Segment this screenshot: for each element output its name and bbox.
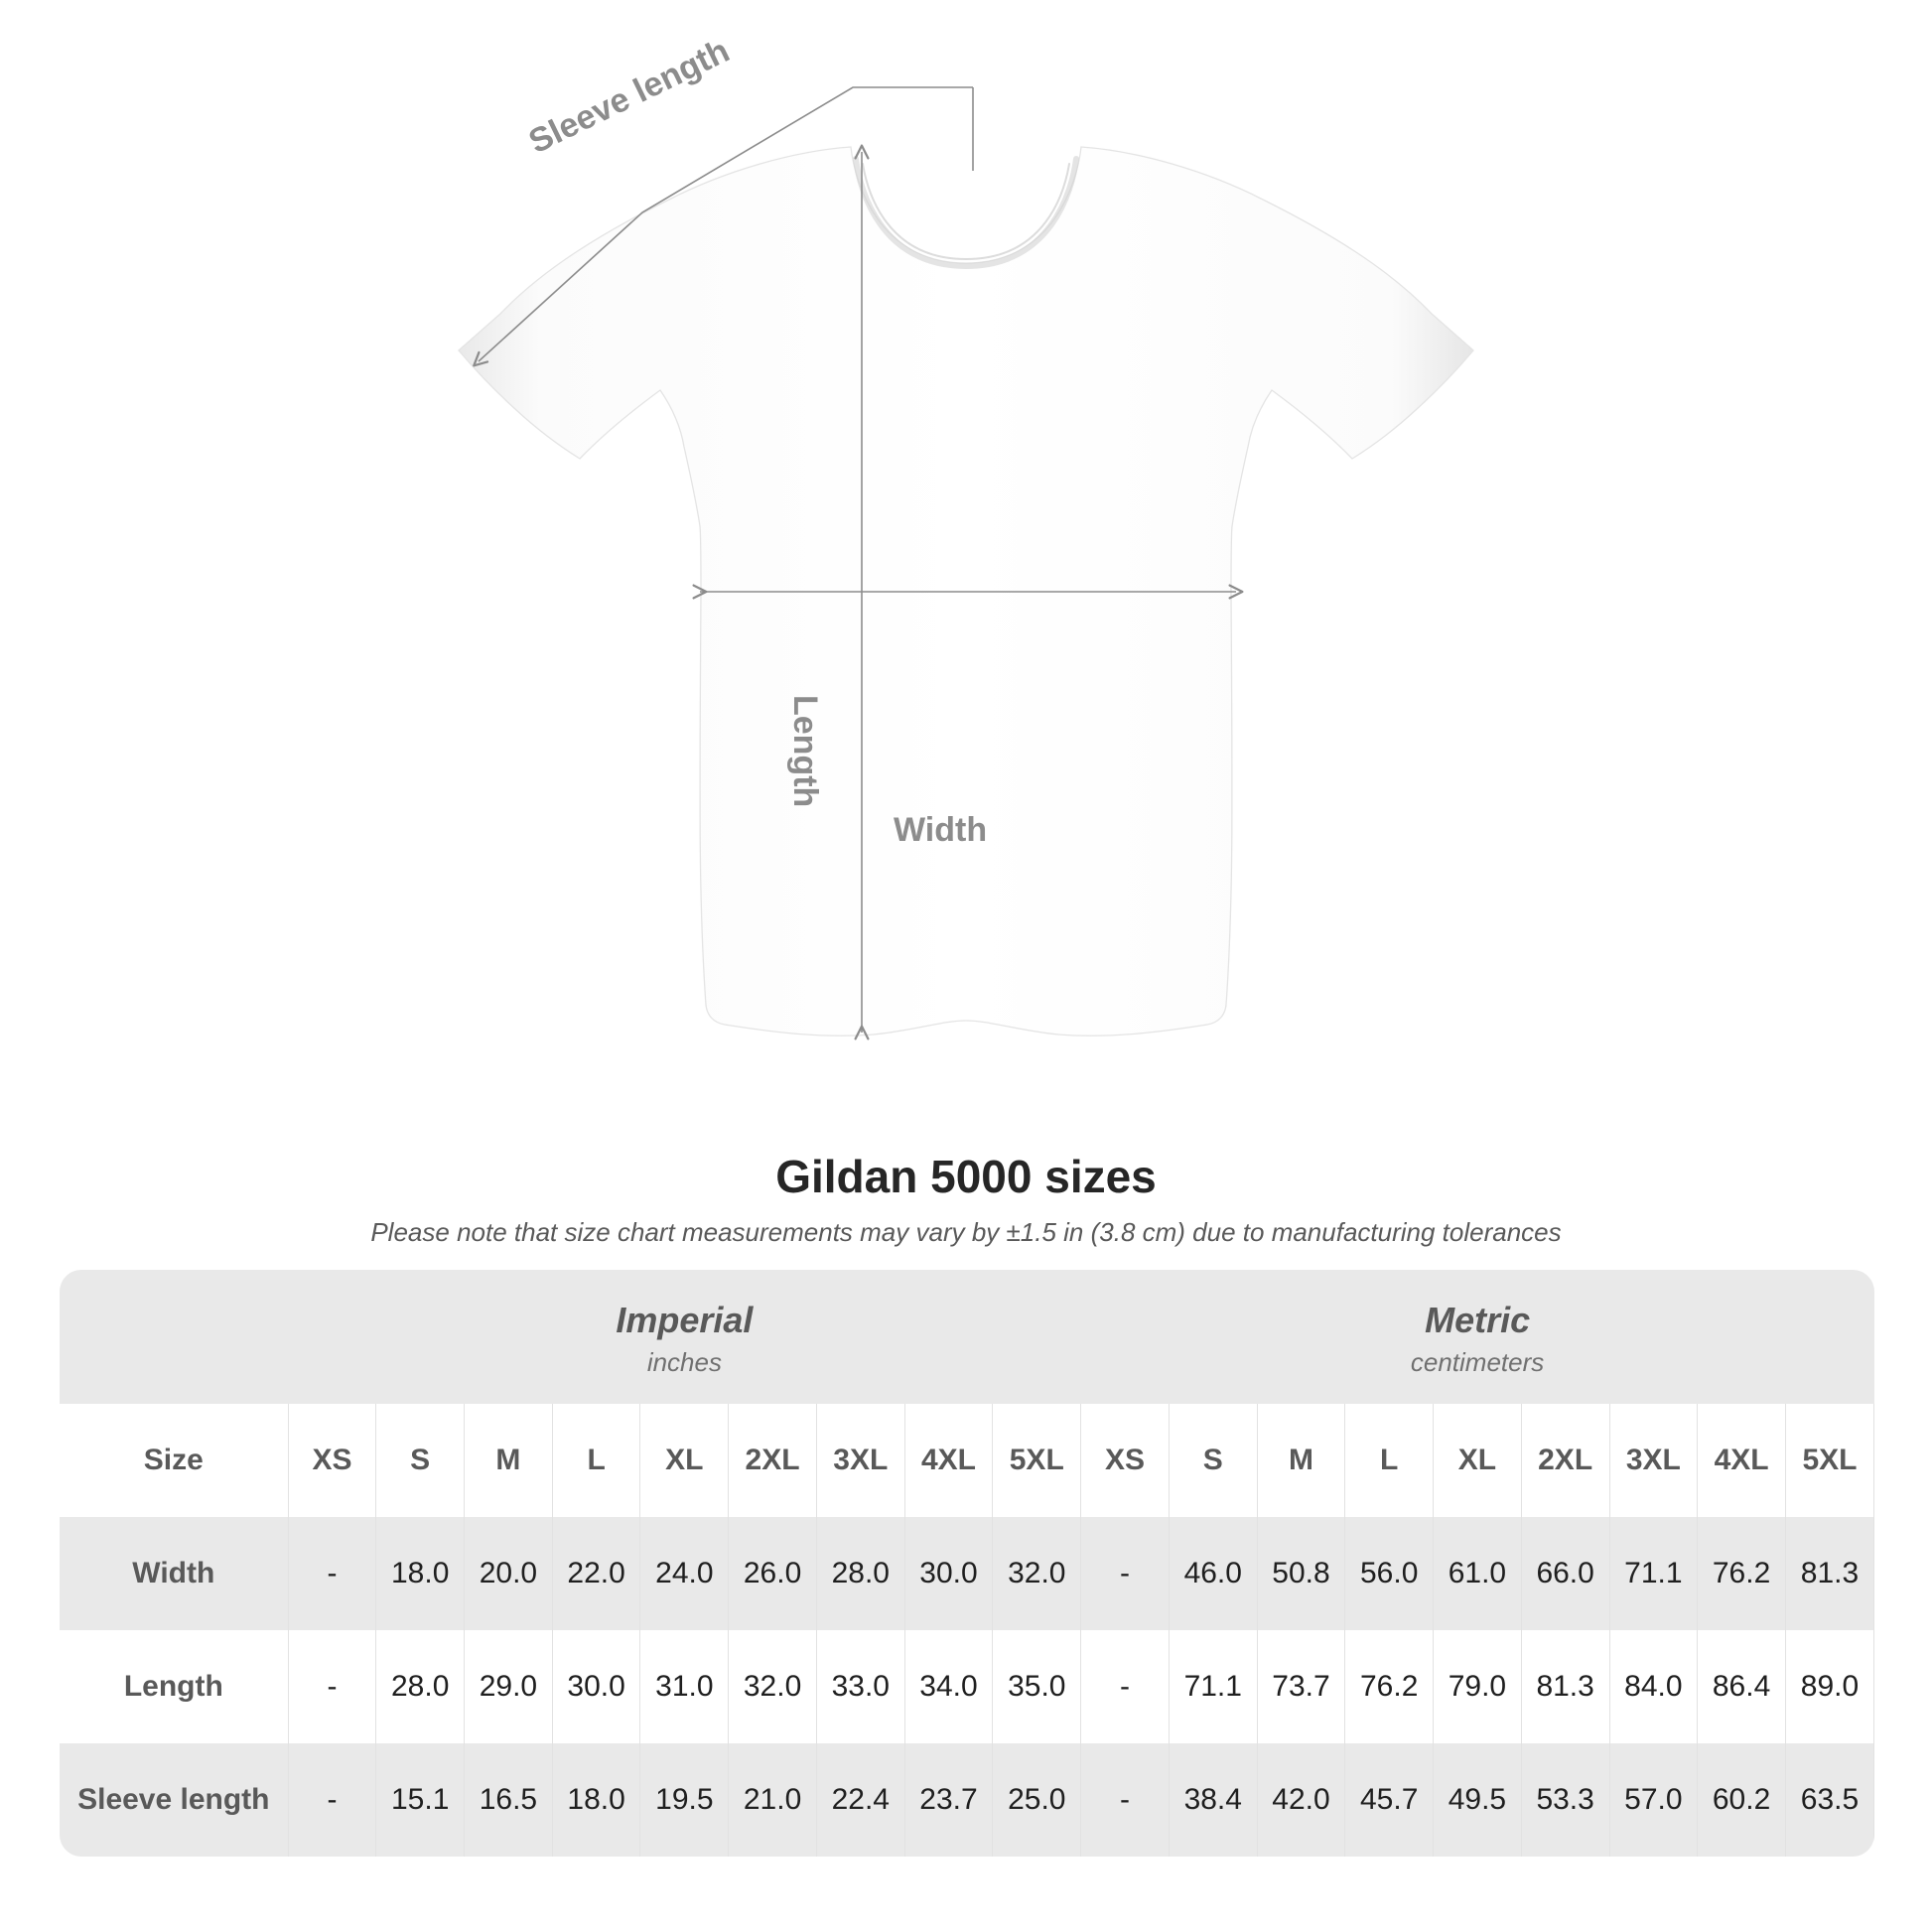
svg-text:Length: Length: [786, 695, 824, 807]
svg-text:Width: Width: [894, 811, 987, 849]
svg-text:Sleeve length: Sleeve length: [523, 32, 736, 161]
